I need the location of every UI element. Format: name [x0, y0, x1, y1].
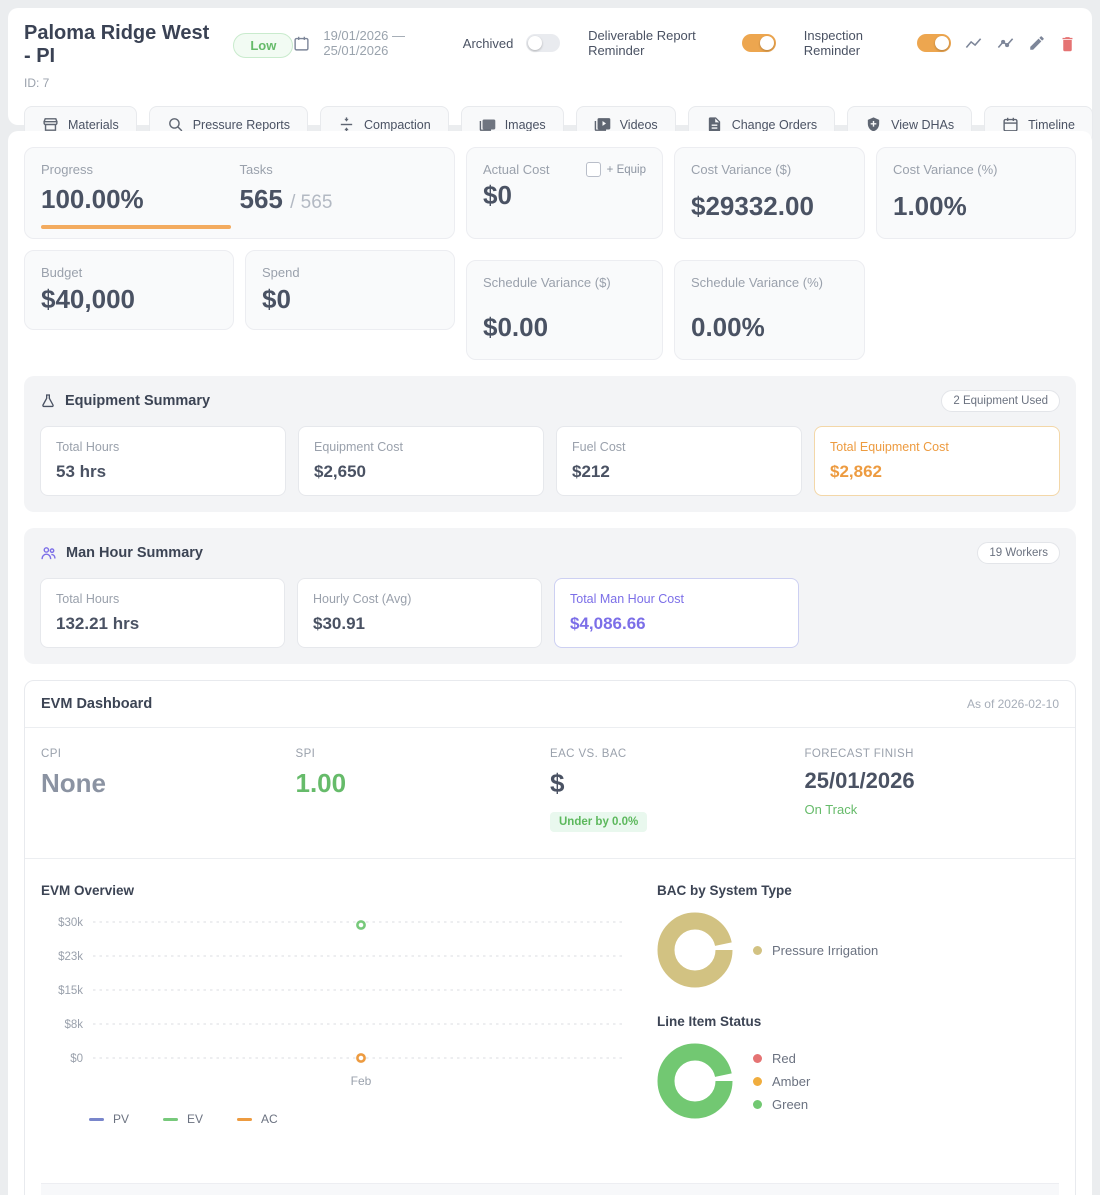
workers-badge: 19 Workers: [977, 542, 1060, 564]
evm-overview-title: EVM Overview: [41, 883, 135, 898]
progress-bar: [41, 225, 231, 229]
svg-text:$30k: $30k: [58, 917, 83, 929]
ac-data-point: [356, 1053, 366, 1063]
stats-row-1: Progress 100.00% Tasks 565 / 565 Actual …: [24, 147, 1076, 239]
ev-data-point: [356, 920, 366, 930]
tasks-label: Tasks: [239, 162, 273, 177]
evm-title: EVM Dashboard: [41, 696, 153, 712]
equipment-cost-card: Equipment Cost $2,650: [298, 426, 544, 496]
equipment-used-badge: 2 Equipment Used: [941, 390, 1060, 412]
progress-value: 100.00%: [41, 184, 144, 214]
inspection-reminder-toggle[interactable]: [917, 34, 952, 52]
fuel-cost-card: Fuel Cost $212: [556, 426, 802, 496]
line-item-status-chart: Line Item Status Red Amber Green: [657, 1014, 1059, 1119]
tasks-value: 565 / 565: [239, 184, 333, 214]
kpi-spi: SPI 1.00: [295, 748, 347, 798]
svg-text:$15k: $15k: [58, 985, 83, 997]
hourly-cost-card: Hourly Cost (Avg) $30.91: [297, 578, 542, 648]
project-id: ID: 7: [24, 76, 50, 90]
svg-text:Feb: Feb: [351, 1074, 372, 1088]
shield-icon: [865, 116, 882, 133]
evm-overview-chart: EVM Overview $30k $23k $15k $8k $0: [41, 883, 641, 1145]
kpi-eac-vs-bac: EAC VS. BAC $ Under by 0.0%: [550, 748, 805, 832]
actual-cost-card: Actual Cost + Equip $0: [466, 147, 663, 239]
man-hour-summary-title: Man Hour Summary: [66, 545, 203, 561]
bac-by-system-title: BAC by System Type: [657, 883, 792, 898]
legend-ac[interactable]: AC: [237, 1112, 278, 1126]
man-hour-total-hours-card: Total Hours 132.21 hrs: [40, 578, 285, 648]
status-donut: [657, 1043, 733, 1119]
legend-pressure-irrigation[interactable]: Pressure Irrigation: [753, 943, 878, 958]
kpi-forecast-finish: FORECAST FINISH 25/01/2026 On Track: [805, 748, 1060, 832]
under-by-badge: Under by 0.0%: [550, 812, 648, 832]
trend-line-icon[interactable]: [964, 33, 983, 53]
inspection-reminder-label: Inspection Reminder: [803, 28, 863, 58]
calendar-icon: [1002, 116, 1019, 133]
main-content: Progress 100.00% Tasks 565 / 565 Actual …: [8, 131, 1092, 1195]
equip-checkbox[interactable]: + Equip: [585, 162, 646, 177]
spend-card: Spend $0: [245, 250, 455, 330]
cost-variance-pct-card: Cost Variance (%) 1.00%: [876, 147, 1076, 239]
images-icon: [479, 116, 496, 133]
total-equipment-cost-card: Total Equipment Cost $2,862: [814, 426, 1060, 496]
deliverable-reminder-label: Deliverable Report Reminder: [588, 28, 696, 58]
deliverable-reminder-toggle[interactable]: [742, 34, 777, 52]
kpi-cpi: CPI None: [41, 748, 106, 798]
document-icon: [706, 116, 723, 133]
evm-dashboard: EVM Dashboard As of 2026-02-10 CPI None …: [24, 680, 1076, 1195]
edit-icon[interactable]: [1028, 33, 1046, 53]
legend-green[interactable]: Green: [753, 1097, 810, 1112]
kpi-row: CPI None SPI 1.00 EAC VS. BAC $ Under by…: [25, 728, 1075, 859]
legend-ev[interactable]: EV: [163, 1112, 203, 1126]
date-range[interactable]: 19/01/2026 — 25/01/2026: [323, 28, 406, 58]
actual-cost-value: $0: [483, 180, 512, 210]
materials-icon: [42, 116, 59, 133]
progress-label: Progress: [41, 162, 94, 177]
evm-overview-plot: $30k $23k $15k $8k $0: [58, 917, 626, 1088]
schedule-variance-pct-card: Schedule Variance (%) 0.00%: [674, 260, 865, 360]
compaction-icon: [338, 116, 355, 133]
archived-toggle[interactable]: [526, 34, 561, 52]
bac-by-system-type-chart: BAC by System Type Pressure Irrigation: [657, 883, 1059, 988]
budget-card: Budget $40,000: [24, 250, 234, 330]
stats-row-2: Budget $40,000 Spend $0 Schedule Varianc…: [24, 250, 1076, 360]
videos-icon: [594, 116, 611, 133]
progress-tasks-card: Progress 100.00% Tasks 565 / 565: [24, 147, 455, 239]
trend-dots-icon[interactable]: [996, 33, 1015, 53]
workers-icon: [40, 545, 57, 562]
equipment-summary-title: Equipment Summary: [65, 393, 211, 409]
priority-badge: Low: [233, 32, 294, 58]
page-title: Paloma Ridge West - PI: [24, 22, 210, 67]
total-man-hour-cost-card: Total Man Hour Cost $4,086.66: [554, 578, 799, 648]
actual-cost-label: Actual Cost: [483, 162, 550, 177]
line-item-status-title: Line Item Status: [657, 1014, 762, 1029]
archived-label: Archived: [462, 35, 514, 51]
line-items-table: SYSTEM DESCRIPTION UOM BUDGETED QTY BUDG…: [41, 1183, 1059, 1195]
table-header-row: SYSTEM DESCRIPTION UOM BUDGETED QTY BUDG…: [41, 1183, 1059, 1195]
legend-pv[interactable]: PV: [89, 1112, 129, 1126]
svg-text:$0: $0: [70, 1053, 83, 1065]
legend-red[interactable]: Red: [753, 1051, 810, 1066]
schedule-variance-dollar-card: Schedule Variance ($) $0.00: [466, 260, 663, 360]
equipment-summary-section: Equipment Summary 2 Equipment Used Total…: [24, 376, 1076, 512]
equipment-total-hours-card: Total Hours 53 hrs: [40, 426, 286, 496]
on-track-status: On Track: [804, 802, 858, 817]
equipment-icon: [40, 393, 56, 409]
header-card: Paloma Ridge West - PI Low ID: 7 19/01/2…: [8, 8, 1093, 143]
svg-text:$23k: $23k: [58, 951, 83, 963]
cost-variance-dollar-card: Cost Variance ($) $29332.00: [674, 147, 865, 239]
bac-donut: [657, 912, 733, 988]
svg-text:$8k: $8k: [64, 1019, 83, 1031]
delete-icon[interactable]: [1059, 33, 1076, 53]
search-icon: [167, 116, 184, 133]
calendar-icon: [293, 35, 310, 52]
evm-as-of: As of 2026-02-10: [966, 697, 1059, 711]
man-hour-summary-section: Man Hour Summary 19 Workers Total Hours …: [24, 528, 1076, 664]
legend-amber[interactable]: Amber: [753, 1074, 810, 1089]
evm-legend: PV EV AC: [89, 1112, 641, 1126]
checkbox-icon[interactable]: [585, 162, 601, 177]
